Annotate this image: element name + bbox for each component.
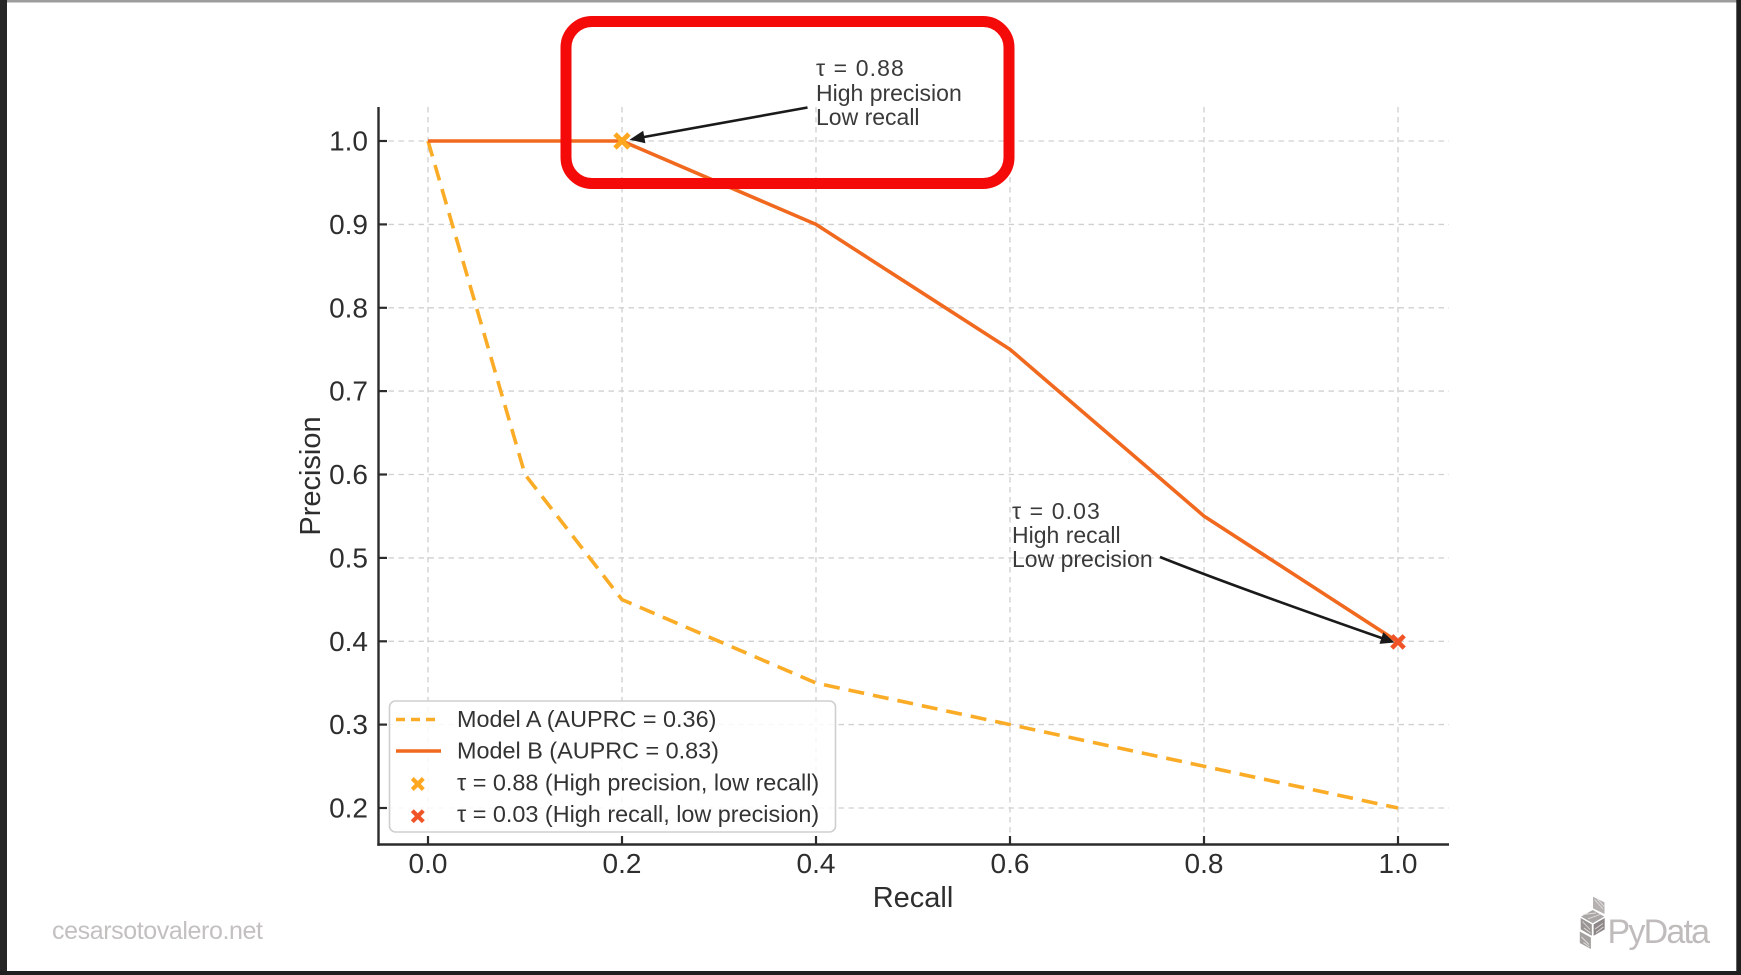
svg-text:0.0: 0.0 (409, 848, 448, 879)
svg-text:Precision: Precision (295, 416, 327, 535)
svg-text:0.9: 0.9 (329, 209, 368, 240)
svg-text:Low precision: Low precision (1012, 546, 1153, 572)
svg-text:0.7: 0.7 (329, 376, 368, 407)
svg-text:High recall: High recall (1012, 522, 1121, 548)
svg-text:τ = 0.03: τ = 0.03 (1012, 498, 1101, 524)
svg-text:cesarsotovalero.net: cesarsotovalero.net (52, 917, 263, 945)
svg-text:1.0: 1.0 (1379, 848, 1418, 879)
svg-text:Model B (AUPRC = 0.83): Model B (AUPRC = 0.83) (457, 738, 719, 764)
svg-text:0.3: 0.3 (329, 709, 368, 740)
svg-text:0.2: 0.2 (603, 848, 642, 879)
svg-text:0.6: 0.6 (991, 848, 1030, 879)
svg-text:τ = 0.88: τ = 0.88 (816, 55, 905, 81)
svg-text:0.4: 0.4 (797, 848, 836, 879)
svg-text:0.8: 0.8 (1185, 848, 1224, 879)
svg-text:Low recall: Low recall (816, 104, 920, 130)
svg-text:0.2: 0.2 (329, 793, 368, 824)
svg-text:τ = 0.03 (High recall, low pre: τ = 0.03 (High recall, low precision) (457, 801, 819, 827)
svg-text:Recall: Recall (873, 882, 954, 914)
svg-text:PyData: PyData (1608, 913, 1711, 951)
svg-text:0.5: 0.5 (329, 542, 368, 573)
svg-text:High precision: High precision (816, 80, 962, 106)
svg-text:Model A (AUPRC = 0.36): Model A (AUPRC = 0.36) (457, 706, 716, 732)
svg-text:0.6: 0.6 (329, 459, 368, 490)
svg-text:0.8: 0.8 (329, 292, 368, 323)
svg-text:τ = 0.88 (High precision, low: τ = 0.88 (High precision, low recall) (457, 770, 819, 796)
svg-text:1.0: 1.0 (329, 126, 368, 157)
svg-text:0.4: 0.4 (329, 626, 368, 657)
